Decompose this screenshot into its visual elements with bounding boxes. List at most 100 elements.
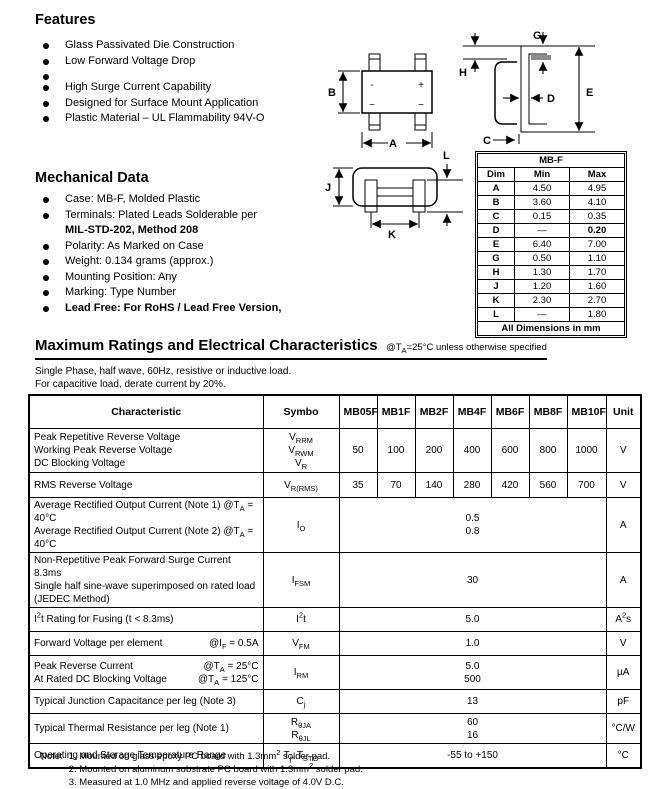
symbol-cell: VR(RMS) (262, 472, 340, 498)
symbol-line: IFSM (291, 574, 311, 588)
mechanical-item: Polarity: As Marked on Case (35, 239, 335, 255)
value-span-cell: 5.0 (338, 607, 607, 632)
characteristic-left: Average Rectified Output Current (Note 2… (34, 526, 254, 550)
symbol-line: IO (296, 519, 306, 533)
unit-cell: pF (605, 689, 642, 714)
unit-cell: V (605, 472, 642, 498)
characteristic-cell: Typical Junction Capacitance per leg (No… (28, 689, 264, 714)
characteristic-left: Non-Repetitive Peak Forward Surge Curren… (34, 555, 231, 579)
note-line: 3. Measured at 1.0 MHz and applied rever… (68, 777, 344, 788)
dimension-e-label: E (586, 87, 593, 99)
ratings-row: Operating and Storage Temperature Range T… (28, 743, 642, 768)
polarity-plus-mark: + (418, 80, 424, 91)
ratings-row: Peak Repetitive Reverse Voltage Working P… (28, 428, 642, 473)
mechanical-text: Terminals: Plated Leads Solderable per MI… (65, 208, 257, 239)
side-lead-inner (528, 53, 547, 125)
column-header: Symbo (262, 394, 340, 429)
mechanical-line: Mounting Position: Any (65, 270, 177, 283)
symbol-cell: VRRM VRWM VR (262, 428, 340, 473)
characteristic-left: Operating and Storage Temperature Range (34, 749, 227, 761)
dim-letter: D (477, 223, 515, 238)
symbol-line: IRM (293, 667, 309, 680)
dim-min: 1.30 (514, 265, 570, 280)
dim-max: 0.35 (569, 209, 625, 224)
characteristic-line: Non-Repetitive Peak Forward Surge Curren… (34, 554, 259, 580)
dim-letter: E (477, 237, 515, 252)
value-cell: 420 (490, 472, 530, 498)
dim-max: 1.70 (569, 265, 625, 280)
mechanical-item: Terminals: Plated Leads Solderable per MI… (35, 208, 335, 239)
features-section: Features Glass Passivated Die Constructi… (35, 12, 325, 127)
column-header: MB05F (338, 394, 378, 429)
feature-item (35, 69, 325, 80)
characteristic-left: Typical Thermal Resistance per leg (Note… (34, 723, 229, 734)
bullet-icon (43, 74, 49, 80)
unit-cell: V (605, 428, 642, 473)
dim-row: E 6.40 7.00 (477, 237, 625, 252)
bullet-icon (43, 100, 49, 107)
mechanical-line: Polarity: As Marked on Case (65, 239, 204, 252)
characteristic-left: Forward Voltage per element (34, 638, 163, 649)
characteristic-cell: Peak Repetitive Reverse Voltage Working P… (28, 428, 264, 473)
characteristic-line: (JEDEC Method) (34, 593, 259, 606)
value-cell: 70 (376, 472, 416, 498)
end-lead-left (364, 179, 378, 213)
characteristic-cell: I2t Rating for Fusing (t < 8.3ms) (28, 607, 264, 632)
value-line: 16 (466, 729, 479, 741)
dim-max: 7.00 (569, 237, 625, 252)
polarity-minus-mark: - (370, 80, 373, 91)
mechanical-line: Terminals: Plated Leads Solderable per (65, 208, 258, 221)
dim-letter: J (477, 279, 515, 294)
dim-row: A 4.50 4.95 (477, 181, 625, 196)
characteristic-line: Typical Thermal Resistance per leg (Note… (34, 722, 259, 735)
symbol-cell: Cj (262, 689, 340, 714)
note-line: 1. Mounted on glass epoxy PC board with … (68, 747, 331, 762)
ratings-row: Forward Voltage per element @IF = 0.5A VFM… (28, 631, 642, 656)
ratings-header-row: Characteristic Symbo MB05F MB1F MB2F MB4F MB6F… (28, 394, 642, 429)
ratings-subtitle: @TA=25°C unless otherwise specified (386, 342, 547, 355)
mechanical-line: MIL-STD-202, Method 208 (65, 224, 199, 236)
column-header: MB2F (414, 394, 454, 429)
mechanical-text: Lead Free: For RoHS / Lead Free Version, (65, 301, 281, 317)
side-body (494, 61, 517, 125)
value-line: 500 (464, 673, 481, 685)
dim-row: D —0.20 (477, 223, 625, 238)
mechanical-text: Weight: 0.134 grams (approx.) (65, 254, 213, 270)
dim-row: L —1.80 (477, 307, 625, 322)
ratings-heading: Maximum Ratings and Electrical Character… (35, 337, 547, 391)
characteristic-line: Average Rectified Output Current (Note 1… (34, 499, 259, 525)
dim-column-header: Max (569, 167, 625, 182)
characteristic-line: Working Peak Reverse Voltage (34, 444, 259, 457)
dim-min: — (514, 307, 570, 322)
symbol-cell: IRM (262, 655, 340, 690)
bullet-icon (43, 305, 49, 312)
column-header: MB10F (566, 394, 607, 429)
column-header: MB4F (452, 394, 492, 429)
characteristic-line: I2t Rating for Fusing (t < 8.3ms) (34, 611, 259, 626)
bullet-icon (43, 274, 49, 281)
dim-min: 6.40 (514, 237, 570, 252)
dimension-d-label: D (547, 93, 555, 105)
unit-cell: °C/W (605, 713, 642, 744)
value-cell: 35 (338, 472, 378, 498)
ratings-row: Average Rectified Output Current (Note 1… (28, 497, 642, 553)
bullet-icon (43, 116, 49, 122)
dim-row: K 2.30 2.70 (477, 293, 625, 308)
bullet-icon (43, 259, 49, 265)
mechanical-item: Weight: 0.134 grams (approx.) (35, 254, 335, 270)
symbol-cell: I2t (262, 607, 340, 632)
feature-item: Glass Passivated Die Construction (35, 38, 325, 54)
feature-text: Plastic Material – UL Flammability 94V-O (65, 112, 265, 124)
value-span-cell: 0.5 0.8 (338, 497, 607, 553)
dim-min: 2.30 (514, 293, 570, 308)
mechanical-text: Mounting Position: Any (65, 270, 177, 286)
characteristic-line: RMS Reverse Voltage (34, 479, 259, 492)
unit-cell: V (605, 631, 642, 656)
dim-table-title: MB-F (477, 153, 625, 168)
unit-cell: µA (605, 655, 642, 690)
symbol-cell: IFSM (262, 552, 340, 608)
value-cell: 140 (414, 472, 454, 498)
mechanical-title: Mechanical Data (35, 170, 149, 186)
column-header: Unit (605, 394, 642, 429)
characteristic-cell: Forward Voltage per element @IF = 0.5A (28, 631, 264, 656)
